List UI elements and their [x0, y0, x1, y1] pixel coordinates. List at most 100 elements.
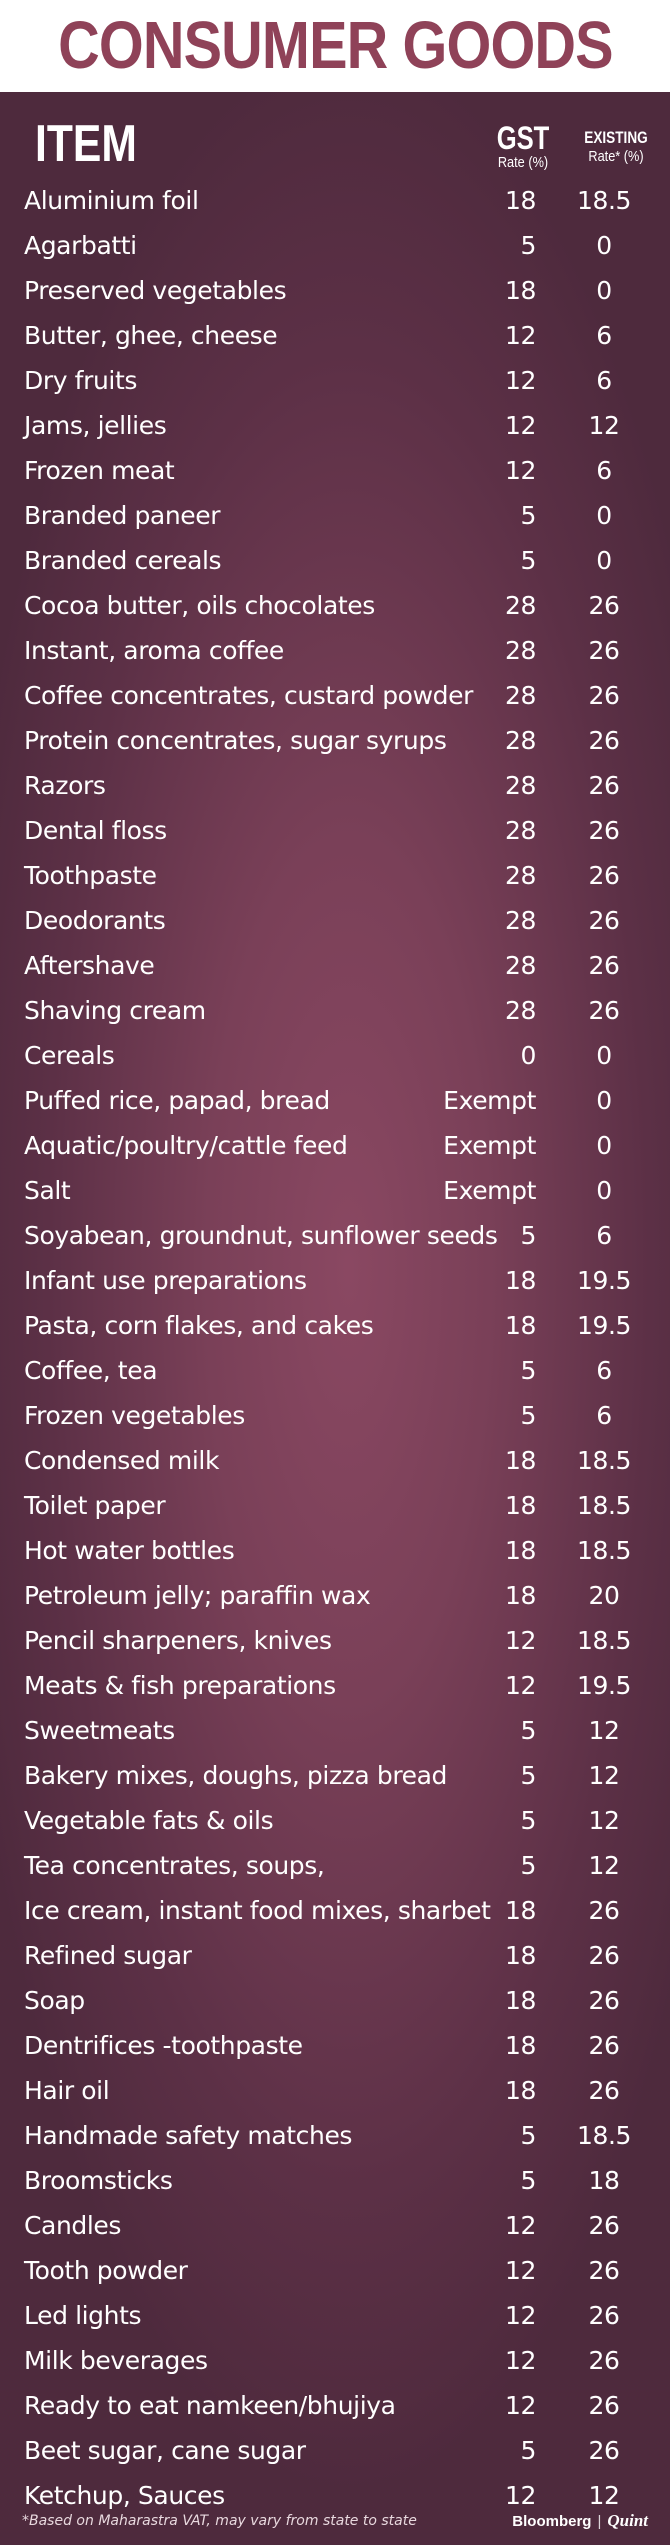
- table-row: Branded paneer 5 0: [0, 493, 670, 538]
- item-name: Meats & fish preparations: [24, 1671, 336, 1700]
- existing-rate: 6: [596, 456, 612, 485]
- title-bar: CONSUMER GOODS: [0, 0, 670, 92]
- existing-rate: 12: [588, 2481, 620, 2510]
- brand-separator: |: [597, 2513, 602, 2530]
- gst-rate: 12: [504, 1671, 536, 1700]
- existing-rate: 26: [588, 816, 620, 845]
- item-name: Aluminium foil: [24, 186, 199, 215]
- item-name: Sweetmeats: [24, 1716, 175, 1745]
- table-row: Shaving cream 28 26: [0, 988, 670, 1033]
- gst-header-unit: Rate (%): [497, 154, 549, 171]
- item-name: Condensed milk: [24, 1446, 220, 1475]
- gst-rate: 18: [504, 1446, 536, 1475]
- item-name: Pasta, corn flakes, and cakes: [24, 1311, 374, 1340]
- page-title: CONSUMER GOODS: [57, 8, 613, 83]
- existing-rate: 18.5: [576, 1491, 632, 1520]
- table-row: Hair oil 18 26: [0, 2068, 670, 2113]
- item-name: Tooth powder: [24, 2256, 188, 2285]
- existing-rate: 18.5: [576, 2121, 632, 2150]
- table-panel: ITEM GST Rate (%) EXISTING Rate* (%) Alu…: [0, 92, 670, 2545]
- item-name: Frozen meat: [24, 456, 175, 485]
- gst-rate: 5: [520, 1356, 536, 1385]
- item-name: Dry fruits: [24, 366, 137, 395]
- item-name: Frozen vegetables: [24, 1401, 245, 1430]
- existing-rate: 26: [588, 726, 620, 755]
- gst-rate: 5: [520, 231, 536, 260]
- table-row: Toilet paper 18 18.5: [0, 1483, 670, 1528]
- gst-rate: 12: [504, 2346, 536, 2375]
- table-row: Dentrifices -toothpaste 18 26: [0, 2023, 670, 2068]
- gst-rate: 28: [504, 591, 536, 620]
- gst-rate: 28: [504, 636, 536, 665]
- item-name: Petroleum jelly; paraffin wax: [24, 1581, 371, 1610]
- table-row: Pasta, corn flakes, and cakes 18 19.5: [0, 1303, 670, 1348]
- table-row: Candles 12 26: [0, 2203, 670, 2248]
- gst-rate: 28: [504, 681, 536, 710]
- table-row: Led lights 12 26: [0, 2293, 670, 2338]
- item-name: Preserved vegetables: [24, 276, 287, 305]
- existing-rate: 26: [588, 861, 620, 890]
- brand-name-bloomberg: Bloomberg: [512, 2513, 592, 2530]
- table-row: Soap 18 26: [0, 1978, 670, 2023]
- table-row: Jams, jellies 12 12: [0, 403, 670, 448]
- existing-rate: 0: [596, 501, 612, 530]
- item-name: Pencil sharpeners, knives: [24, 1626, 332, 1655]
- gst-rate: 28: [504, 996, 536, 1025]
- table-row: Puffed rice, papad, bread Exempt 0: [0, 1078, 670, 1123]
- gst-rate: 5: [520, 1401, 536, 1430]
- table-row: Cocoa butter, oils chocolates 28 26: [0, 583, 670, 628]
- existing-rate: 26: [588, 1941, 620, 1970]
- item-name: Branded paneer: [24, 501, 221, 530]
- existing-rate: 26: [588, 591, 620, 620]
- gst-rate: 5: [520, 1761, 536, 1790]
- gst-rate: 5: [520, 546, 536, 575]
- table-row: Branded cereals 5 0: [0, 538, 670, 583]
- gst-rate: 18: [504, 1986, 536, 2015]
- existing-rate: 26: [588, 2076, 620, 2105]
- item-name: Hot water bottles: [24, 1536, 235, 1565]
- table-row: Refined sugar 18 26: [0, 1933, 670, 1978]
- footnote: *Based on Maharastra VAT, may vary from …: [22, 2513, 417, 2529]
- existing-rate: 26: [588, 771, 620, 800]
- gst-rate: 5: [520, 2436, 536, 2465]
- gst-rate: 5: [520, 1221, 536, 1250]
- existing-rate: 12: [588, 1761, 620, 1790]
- existing-rate: 19.5: [576, 1671, 632, 1700]
- item-name: Vegetable fats & oils: [24, 1806, 274, 1835]
- gst-rate: 28: [504, 861, 536, 890]
- existing-rate: 6: [596, 366, 612, 395]
- item-name: Broomsticks: [24, 2166, 173, 2195]
- gst-rate: 12: [504, 2301, 536, 2330]
- item-name: Led lights: [24, 2301, 142, 2330]
- item-name: Razors: [24, 771, 106, 800]
- table-row: Razors 28 26: [0, 763, 670, 808]
- table-row: Dry fruits 12 6: [0, 358, 670, 403]
- existing-rate: 26: [588, 2031, 620, 2060]
- item-name: Cereals: [24, 1041, 115, 1070]
- item-name: Jams, jellies: [24, 411, 167, 440]
- table-row: Butter, ghee, cheese 12 6: [0, 313, 670, 358]
- existing-rate: 12: [588, 1806, 620, 1835]
- gst-rate: 12: [504, 2211, 536, 2240]
- gst-rate: 18: [504, 1941, 536, 1970]
- existing-rate: 0: [596, 1041, 612, 1070]
- table-row: Soyabean, groundnut, sunflower seeds 5 6: [0, 1213, 670, 1258]
- item-name: Candles: [24, 2211, 122, 2240]
- table-row: Agarbatti 5 0: [0, 223, 670, 268]
- gst-rate: 18: [504, 2076, 536, 2105]
- gst-rate: 0: [520, 1041, 536, 1070]
- existing-rate: 26: [588, 1896, 620, 1925]
- existing-rate: 0: [596, 1086, 612, 1115]
- existing-rate: 26: [588, 906, 620, 935]
- gst-rate: 12: [504, 2391, 536, 2420]
- gst-rate: Exempt: [443, 1131, 536, 1160]
- table-row: Condensed milk 18 18.5: [0, 1438, 670, 1483]
- table-row: Preserved vegetables 18 0: [0, 268, 670, 313]
- item-name: Dentrifices -toothpaste: [24, 2031, 303, 2060]
- table-row: Pencil sharpeners, knives 12 18.5: [0, 1618, 670, 1663]
- item-name: Milk beverages: [24, 2346, 208, 2375]
- item-name: Salt: [24, 1176, 71, 1205]
- item-name: Coffee concentrates, custard powder: [24, 681, 473, 710]
- gst-rate: 18: [504, 1536, 536, 1565]
- existing-rate: 18.5: [576, 186, 632, 215]
